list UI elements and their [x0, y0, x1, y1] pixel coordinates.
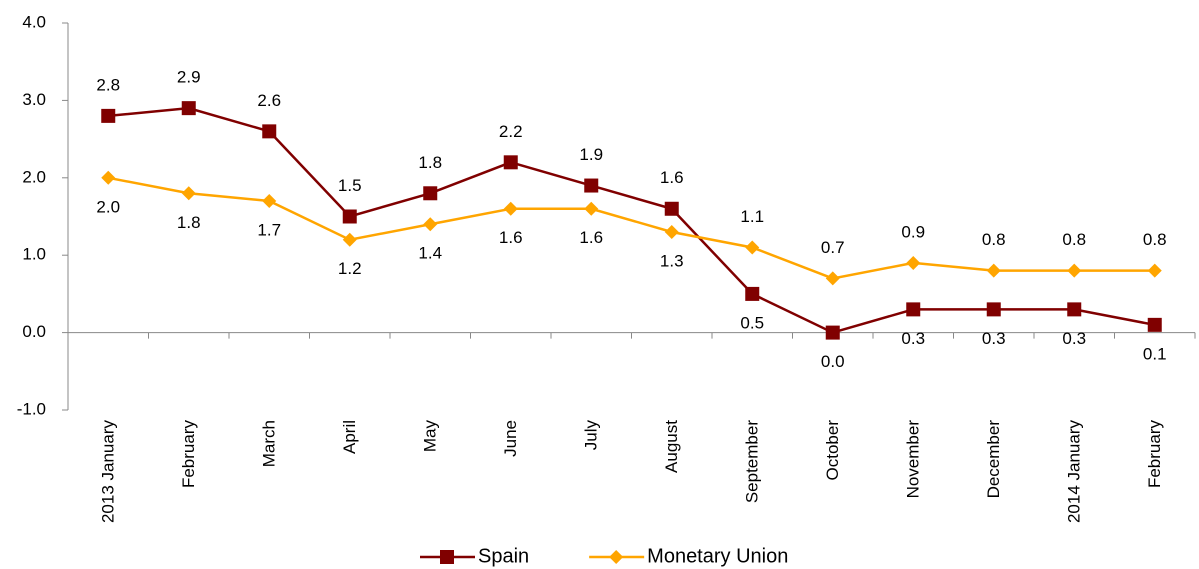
value-label: 1.9	[579, 145, 603, 164]
point	[906, 302, 921, 317]
value-label: 0.3	[901, 329, 925, 348]
value-label: 1.2	[338, 259, 362, 278]
value-label: 2.8	[96, 75, 120, 94]
point	[181, 186, 196, 201]
point	[1147, 263, 1162, 278]
point	[181, 101, 196, 116]
value-label: 2.0	[96, 197, 120, 216]
y-tick-label: 0.0	[22, 322, 46, 341]
y-tick-label: 2.0	[22, 167, 46, 186]
point	[262, 194, 277, 209]
point	[503, 201, 518, 216]
x-tick-label: December	[984, 420, 1003, 499]
point	[1067, 302, 1082, 317]
value-label: 2.6	[257, 91, 281, 110]
point	[423, 217, 438, 232]
point	[1147, 317, 1162, 332]
point	[664, 224, 679, 239]
legend-marker	[609, 550, 624, 564]
x-tick-label: 2013 January	[99, 420, 118, 524]
y-tick-label: -1.0	[17, 399, 46, 418]
value-label: 0.0	[821, 352, 845, 371]
value-label: 1.6	[499, 228, 523, 247]
point	[986, 302, 1001, 317]
value-label: 0.8	[1143, 230, 1167, 249]
x-tick-label: November	[904, 420, 923, 499]
series-line	[108, 106, 1155, 334]
x-tick-label: 2014 January	[1065, 420, 1084, 524]
point	[503, 155, 518, 170]
value-label: 2.9	[177, 68, 201, 87]
value-label: 0.7	[821, 238, 845, 257]
point	[825, 325, 840, 340]
value-label: 0.8	[1062, 230, 1086, 249]
value-label: 2.2	[499, 122, 523, 141]
value-label: 1.8	[418, 153, 442, 172]
point	[745, 240, 760, 255]
y-tick-label: 3.0	[22, 90, 46, 109]
x-tick-label: September	[743, 420, 762, 503]
value-label: 0.9	[901, 222, 925, 241]
x-tick-label: February	[179, 420, 198, 489]
point	[906, 255, 921, 270]
value-label: 1.6	[579, 228, 603, 247]
point	[825, 271, 840, 286]
point	[423, 186, 438, 201]
x-tick-label: July	[582, 420, 601, 451]
value-label: 1.5	[338, 176, 362, 195]
point	[101, 170, 116, 185]
x-tick-label: October	[823, 420, 842, 481]
y-tick-label: 4.0	[22, 12, 46, 31]
x-tick-label: May	[421, 420, 440, 453]
value-label: 1.1	[740, 207, 764, 226]
point	[986, 263, 1001, 278]
point	[262, 124, 277, 139]
legend-marker	[440, 550, 454, 564]
x-tick-label: June	[501, 420, 520, 457]
y-tick-label: 1.0	[22, 245, 46, 264]
value-label: 0.3	[1062, 329, 1086, 348]
point	[584, 178, 599, 193]
legend-label: Spain	[478, 545, 529, 567]
point	[342, 232, 357, 247]
x-tick-label: February	[1145, 420, 1164, 489]
point	[584, 201, 599, 216]
value-label: 1.7	[257, 221, 281, 240]
point	[342, 209, 357, 224]
value-label: 0.8	[982, 230, 1006, 249]
value-label: 1.3	[660, 251, 684, 270]
value-label: 0.5	[740, 313, 764, 332]
value-label: 1.6	[660, 168, 684, 187]
x-tick-label: March	[260, 420, 279, 467]
point	[745, 286, 760, 301]
point	[1067, 263, 1082, 278]
legend-label: Monetary Union	[647, 545, 788, 567]
value-label: 1.8	[177, 213, 201, 232]
point	[664, 201, 679, 216]
x-tick-label: August	[662, 420, 681, 473]
point	[101, 108, 116, 123]
series-line	[108, 176, 1155, 280]
x-tick-label: April	[340, 420, 359, 454]
value-label: 1.4	[418, 244, 442, 263]
value-label: 0.3	[982, 329, 1006, 348]
value-label: 0.1	[1143, 344, 1167, 363]
